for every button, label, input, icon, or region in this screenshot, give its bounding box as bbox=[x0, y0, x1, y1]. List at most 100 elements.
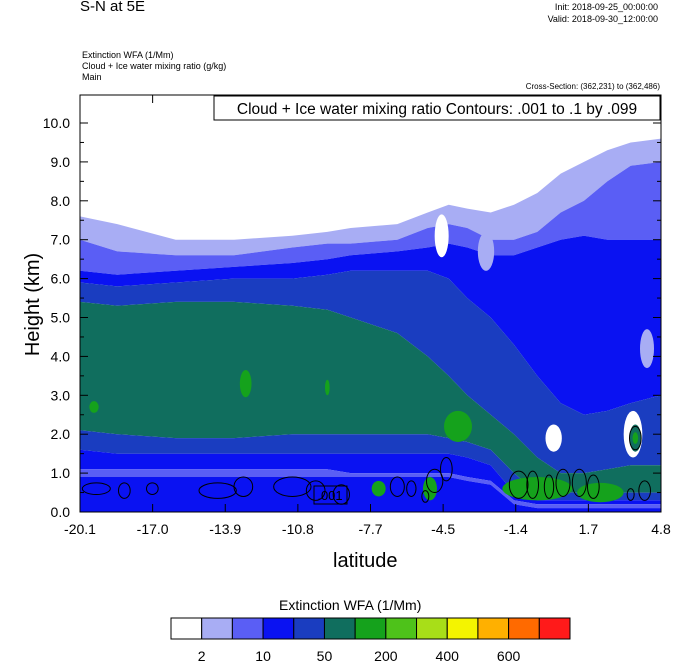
cloud-contour-19 bbox=[629, 425, 642, 451]
extinction-band-7 bbox=[80, 449, 661, 505]
colorbar-swatch-5 bbox=[323, 617, 356, 640]
extinction-blob-5 bbox=[444, 410, 472, 442]
cross-section-label: Cross-Section: (362,231) to (362,486) bbox=[525, 82, 660, 91]
extinction-band-5 bbox=[80, 301, 661, 493]
y-tick-label-10: 10.0 bbox=[43, 115, 70, 131]
cloud-contour-8 bbox=[389, 476, 405, 497]
cloud-contour-2 bbox=[146, 482, 159, 495]
colorbar: 2 10 50 200 400 600 bbox=[170, 617, 571, 664]
extinction-band-8 bbox=[80, 469, 661, 509]
y-tick-label-3: 3.0 bbox=[51, 387, 71, 403]
extinction-field bbox=[80, 95, 661, 512]
cloud-contour-1 bbox=[118, 482, 131, 499]
contour-label-text: .001 bbox=[317, 488, 342, 503]
colorbar-swatch-1 bbox=[201, 617, 233, 640]
cloud-contour-4 bbox=[233, 476, 254, 497]
extinction-band-0 bbox=[80, 123, 661, 240]
extinction-blob-13 bbox=[371, 480, 386, 497]
extinction-band-3 bbox=[80, 235, 661, 415]
extinction-blob-7 bbox=[325, 379, 330, 396]
cloud-contour-9 bbox=[406, 480, 417, 497]
extinction-blob-2 bbox=[545, 424, 562, 452]
cloud-contour-20 bbox=[638, 480, 652, 501]
y-tick-label-4: 4.0 bbox=[51, 348, 71, 364]
cloud-contour-3 bbox=[198, 482, 237, 499]
plot-title: S-N at 5E bbox=[80, 0, 146, 15]
y-tick-label-7: 7.0 bbox=[51, 232, 71, 248]
cloud-contour-13 bbox=[508, 470, 529, 499]
colorbar-label-3: 200 bbox=[374, 648, 398, 664]
extinction-blob-11 bbox=[502, 476, 573, 501]
cloud-contour-10 bbox=[426, 468, 444, 494]
extinction-band-1 bbox=[80, 138, 661, 256]
colorbar-label-4: 400 bbox=[436, 648, 460, 664]
axes: -20.1 -17.0 -13.9 -10.8 -7.7 -4.5 -1.4 1.7 4.8 0.… bbox=[43, 95, 671, 537]
colorbar-swatch-6 bbox=[354, 617, 387, 640]
extinction-blob-0 bbox=[434, 214, 449, 258]
extinction-band-9 bbox=[80, 477, 661, 512]
y-tick-label-5: 5.0 bbox=[51, 310, 71, 326]
x-tick-label-8: 4.8 bbox=[651, 521, 671, 537]
field-cloud: Cloud + Ice water mixing ratio (g/kg) bbox=[82, 61, 227, 71]
field-main: Main bbox=[82, 72, 102, 82]
colorbar-swatch-0 bbox=[170, 617, 203, 640]
colorbar-swatch-12 bbox=[538, 617, 571, 640]
y-tick-label-9: 9.0 bbox=[51, 154, 71, 170]
cloud-contour-17 bbox=[571, 468, 587, 497]
y-tick-label-0: 0.0 bbox=[51, 504, 71, 520]
extinction-blob-14 bbox=[423, 476, 437, 501]
cloud-contour-12 bbox=[421, 490, 430, 503]
colorbar-swatch-9 bbox=[446, 617, 479, 640]
extinction-blob-12 bbox=[577, 482, 624, 503]
x-tick-label-5: -4.5 bbox=[431, 521, 455, 537]
valid-time: Valid: 2018-09-30_12:00:00 bbox=[547, 14, 658, 24]
init-time: Init: 2018-09-25_00:00:00 bbox=[554, 2, 658, 12]
extinction-blob-8 bbox=[89, 401, 99, 413]
colorbar-label-5: 600 bbox=[497, 648, 521, 664]
x-tick-label-3: -10.8 bbox=[282, 521, 314, 537]
extinction-band-2 bbox=[80, 161, 661, 275]
x-tick-label-0: -20.1 bbox=[64, 521, 96, 537]
cloud-contour-0 bbox=[81, 482, 111, 495]
colorbar-label-1: 10 bbox=[255, 648, 271, 664]
cloud-contour-15 bbox=[543, 474, 555, 499]
x-axis-label: latitude bbox=[333, 550, 398, 572]
extinction-blob-4 bbox=[640, 329, 654, 369]
x-tick-label-6: -1.4 bbox=[504, 521, 528, 537]
y-tick-label-6: 6.0 bbox=[51, 271, 71, 287]
colorbar-title: Extinction WFA (1/Mm) bbox=[279, 597, 422, 613]
extinction-blob-1 bbox=[477, 231, 495, 271]
colorbar-label-2: 50 bbox=[317, 648, 333, 664]
colorbar-swatch-10 bbox=[477, 617, 510, 640]
colorbar-swatch-11 bbox=[508, 617, 540, 640]
colorbar-swatch-3 bbox=[262, 617, 295, 640]
cloud-contour-14 bbox=[526, 470, 540, 499]
cloud-contour-11 bbox=[440, 457, 453, 482]
y-tick-label-1: 1.0 bbox=[51, 465, 71, 481]
cloud-contour-5 bbox=[273, 476, 312, 497]
contour-info-box: Cloud + Ice water mixing ratio Contours:… bbox=[213, 95, 661, 121]
colorbar-swatch-2 bbox=[231, 617, 264, 640]
cloud-contour-21 bbox=[626, 488, 635, 501]
x-tick-label-4: -7.7 bbox=[358, 521, 382, 537]
colorbar-swatch-7 bbox=[385, 617, 418, 640]
field-extinction: Extinction WFA (1/Mm) bbox=[82, 50, 174, 60]
cloud-contour-16 bbox=[555, 468, 571, 497]
y-tick-label-8: 8.0 bbox=[51, 193, 71, 209]
y-axis-label: Height (km) bbox=[22, 252, 45, 357]
extinction-blob-6 bbox=[239, 370, 252, 398]
y-tick-label-2: 2.0 bbox=[51, 426, 71, 442]
extinction-blob-10 bbox=[632, 432, 639, 444]
colorbar-swatch-4 bbox=[293, 617, 325, 640]
colorbar-label-0: 2 bbox=[198, 648, 206, 664]
extinction-band-4 bbox=[80, 270, 661, 474]
cloud-contour-6 bbox=[305, 480, 326, 501]
contour-info-text: Cloud + Ice water mixing ratio Contours:… bbox=[237, 101, 637, 118]
cloud-contour-18 bbox=[587, 474, 600, 499]
colorbar-swatch-8 bbox=[416, 617, 448, 640]
cloud-contours bbox=[81, 425, 652, 505]
x-tick-label-2: -13.9 bbox=[209, 521, 241, 537]
contour-label: .001 bbox=[313, 485, 348, 505]
x-tick-label-7: 1.7 bbox=[579, 521, 599, 537]
